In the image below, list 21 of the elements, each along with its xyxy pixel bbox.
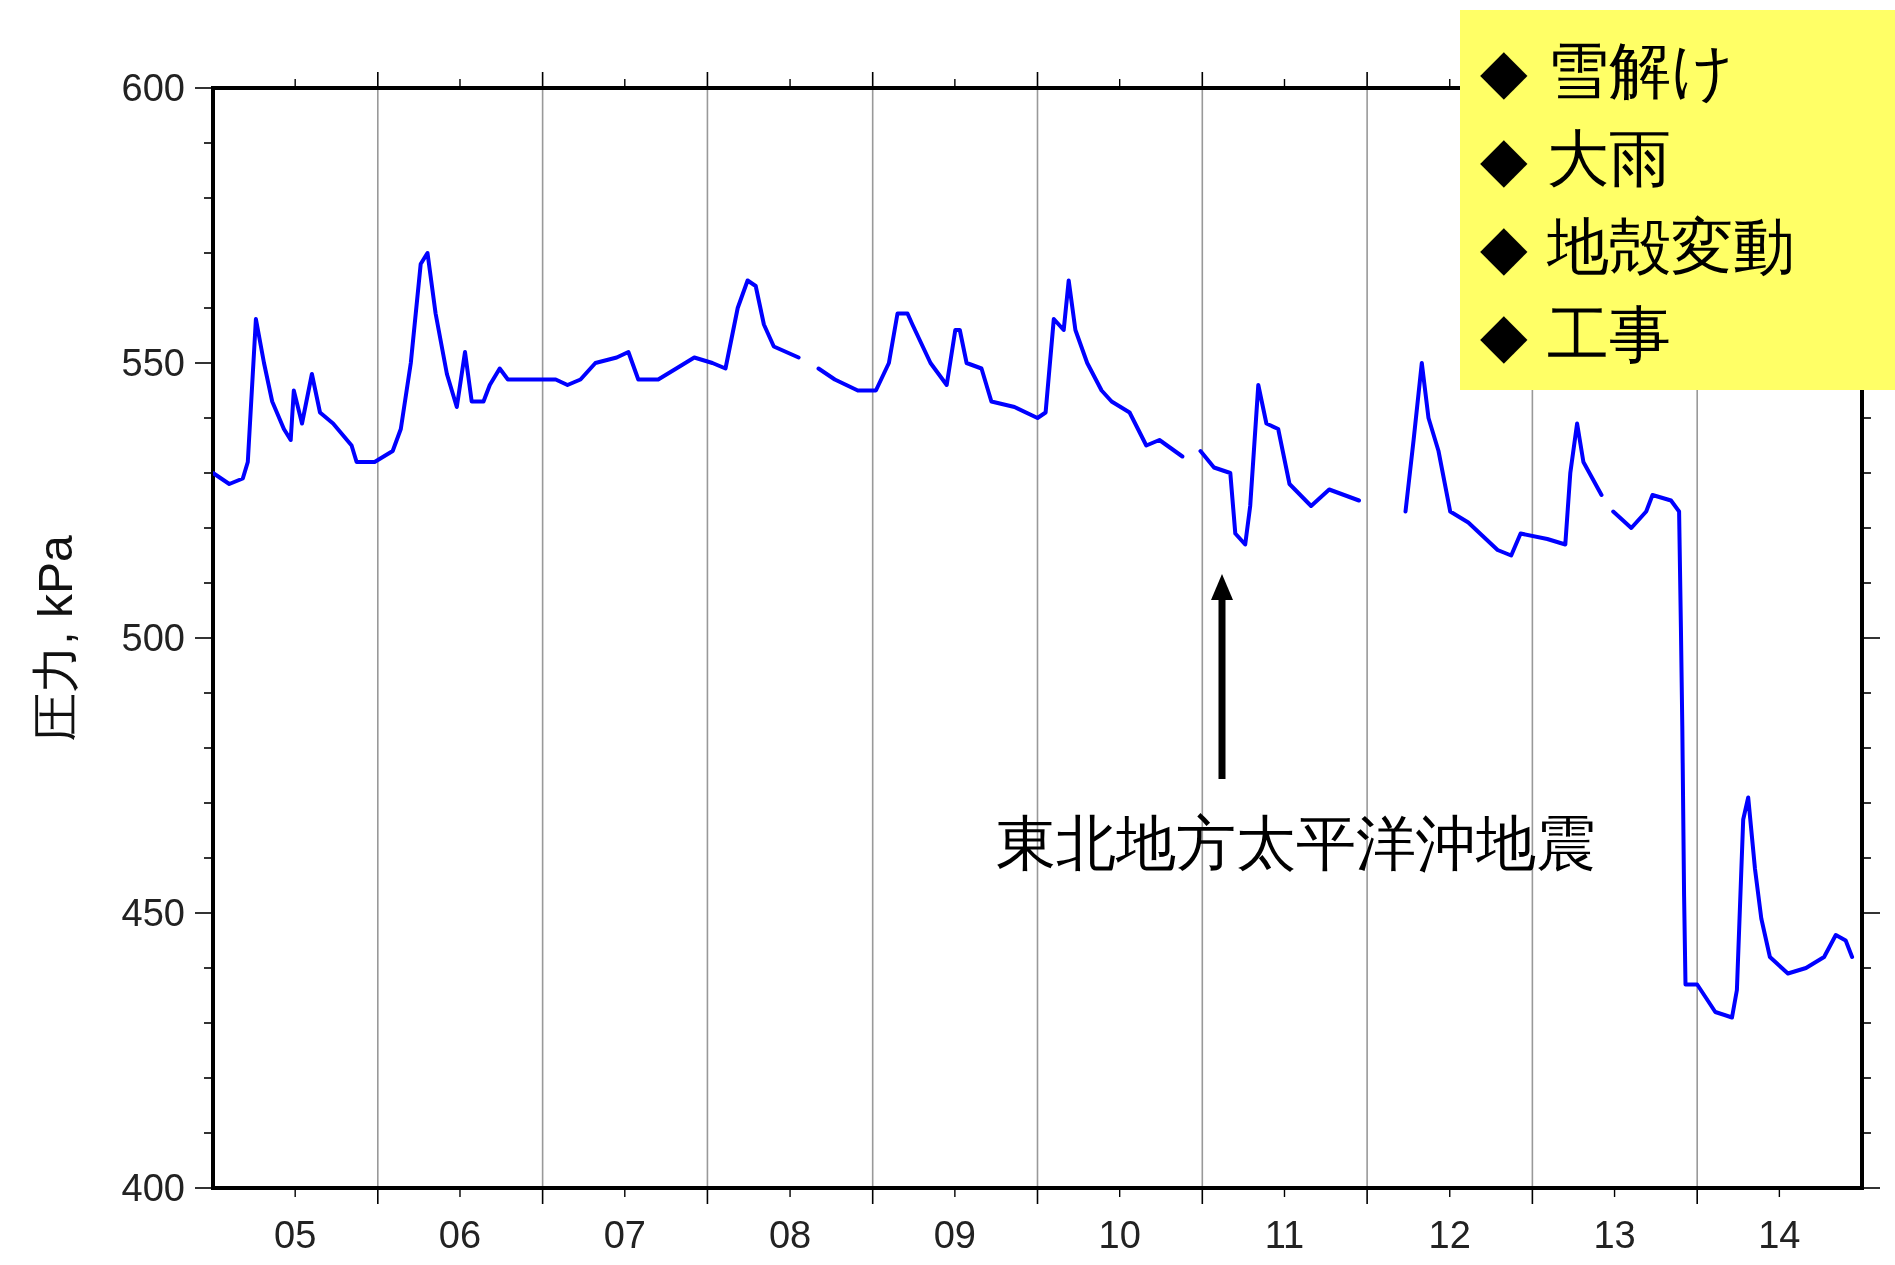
x-tick-label: 10 [1098, 1214, 1141, 1256]
y-axis-title: 圧力, kPa [29, 535, 82, 741]
x-tick-label: 09 [933, 1214, 977, 1256]
annotation: ◆ 工事 [1480, 298, 1672, 371]
y-tick-label: 450 [121, 892, 185, 934]
x-tick-label: 12 [1428, 1214, 1471, 1256]
annotation: ◆ 地殻変動 [1480, 210, 1796, 283]
x-tick-label: 07 [603, 1214, 646, 1256]
x-tick-label: 08 [768, 1214, 812, 1256]
annotation: ◆ 雪解け [1480, 34, 1735, 107]
annotation: 東北地方太平洋沖地震 [996, 808, 1596, 878]
x-tick-label: 05 [274, 1214, 317, 1256]
x-tick-label: 11 [1264, 1214, 1305, 1256]
y-tick-label: 400 [121, 1167, 185, 1209]
x-tick-label: 13 [1593, 1214, 1636, 1256]
y-tick-label: 500 [121, 617, 185, 659]
y-tick-label: 550 [121, 342, 185, 384]
y-tick-label: 600 [121, 67, 185, 109]
x-tick-label: 14 [1758, 1214, 1801, 1256]
annotation: ◆ 大雨 [1480, 122, 1672, 195]
x-tick-label: 06 [438, 1214, 482, 1256]
